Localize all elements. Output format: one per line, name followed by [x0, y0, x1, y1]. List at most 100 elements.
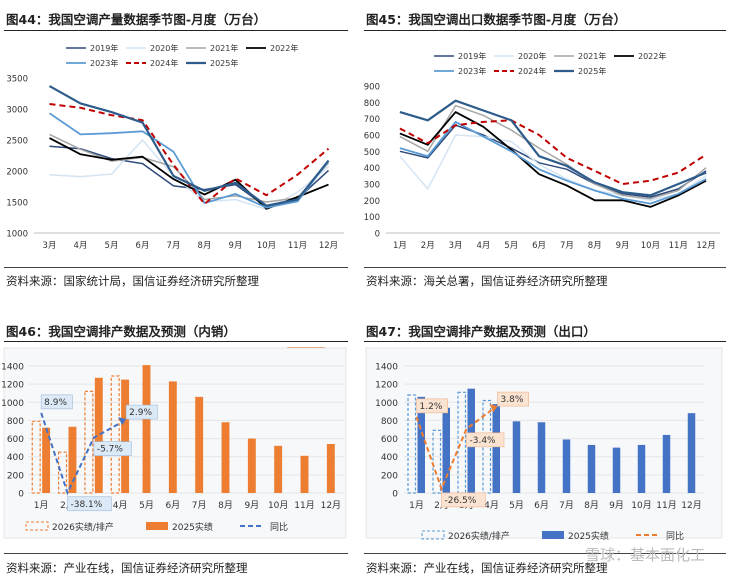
x-tick-label: 5月 — [504, 241, 518, 251]
y-tick-label: 2000 — [6, 168, 28, 178]
legend-label: 同比 — [270, 521, 288, 533]
y-tick-label: 1000 — [375, 399, 398, 409]
bar-2025-7月 — [195, 396, 204, 493]
bar-2025-9月 — [612, 447, 621, 493]
yoy-label: 2.9% — [129, 408, 152, 418]
fig47-top-rule — [364, 341, 726, 342]
bar-2025-5月 — [512, 421, 521, 493]
x-tick-label: 11月 — [669, 241, 688, 251]
yoy-label: 3.8% — [501, 395, 524, 405]
y-tick-label: 100 — [364, 213, 380, 223]
series-line-2023年 — [399, 121, 707, 205]
bar-2025-1月 — [417, 396, 425, 493]
x-tick-label: 9月 — [229, 241, 243, 251]
y-tick-label: 400 — [364, 164, 380, 174]
x-tick-label: 11月 — [656, 500, 676, 511]
y-tick-label: 800 — [364, 99, 380, 109]
yoy-label-box — [125, 404, 158, 420]
yoy-label: -3.4% — [470, 436, 497, 446]
x-tick-label: 6月 — [534, 500, 549, 511]
yoy-label-box — [416, 398, 449, 414]
legend-swatch-2025 — [146, 522, 168, 530]
yoy-label-box — [497, 391, 530, 407]
series-line-2022年 — [399, 111, 707, 208]
legend-label: 同比 — [666, 530, 684, 542]
y-tick-label: 0 — [375, 230, 380, 240]
x-tick-label: 2月 — [421, 241, 435, 251]
x-tick-label: 6月 — [136, 241, 150, 251]
x-tick-label: 6月 — [532, 241, 546, 251]
y-tick-label: 400 — [381, 453, 398, 463]
y-tick-label: 1400 — [375, 363, 398, 373]
bar-2025-3月 — [94, 377, 103, 493]
x-tick-label: 8月 — [218, 500, 233, 511]
x-tick-label: 5月 — [139, 500, 154, 511]
legend-label: 2022年 — [638, 51, 666, 61]
series-line-2025年 — [48, 85, 330, 207]
legend-swatch-2025 — [542, 531, 564, 539]
y-tick-label: 600 — [7, 435, 24, 445]
bar-2025-10月 — [637, 444, 646, 493]
bar-2025-2月 — [442, 407, 450, 493]
legend-label: 2022年 — [270, 43, 298, 53]
fig47-source: 资料来源：产业在线，国信证券经济研究所整理 — [366, 561, 608, 575]
y-tick-label: 1000 — [6, 230, 28, 240]
x-tick-label: 7月 — [560, 241, 574, 251]
y-tick-label: 0 — [18, 490, 24, 500]
bar-2025-10月 — [274, 445, 283, 493]
fig46-bottom-rule — [4, 553, 348, 554]
y-tick-label: 1200 — [1, 381, 24, 391]
fig46-title: 图46：我国空调排产数据及预测（内销） — [6, 324, 236, 339]
bar-2025-8月 — [587, 444, 596, 493]
fig44-title: 图44：我国空调产量数据季节图-月度（万台） — [6, 12, 267, 27]
bar-2026-2月 — [57, 451, 68, 494]
x-tick-label: 9月 — [616, 241, 630, 251]
legend-label: 2020年 — [150, 43, 178, 53]
y-tick-label: 3500 — [6, 75, 28, 85]
yoy-label-box — [67, 496, 112, 512]
bar-2025-8月 — [221, 422, 230, 493]
fig45-top-rule — [364, 30, 726, 31]
x-tick-label: 1月 — [34, 500, 49, 511]
yoy-line — [40, 412, 121, 496]
series-line-2021年 — [49, 133, 330, 203]
fig44-top-rule — [4, 30, 348, 31]
bar-2025-11月 — [662, 434, 671, 493]
legend-swatch-2026 — [421, 530, 445, 540]
yoy-line — [415, 409, 493, 492]
fig47-chart: 02004006008001000120014001月2月3月4月5月6月7月8… — [365, 347, 723, 542]
y-tick-label: 700 — [364, 115, 380, 125]
yoy-label-box — [441, 492, 486, 508]
legend-label: 2026实绩/排产 — [448, 530, 510, 542]
bar-2025-6月 — [537, 422, 546, 493]
legend-label: 2024年 — [518, 66, 546, 76]
yoy-label-box — [93, 441, 132, 456]
y-tick-label: 1500 — [6, 199, 28, 209]
x-tick-label: 10月 — [257, 241, 276, 251]
y-tick-label: 800 — [381, 417, 398, 427]
fig47-title: 图47：我国空调排产数据及预测（出口） — [366, 324, 596, 339]
x-tick-label: 8月 — [584, 500, 599, 511]
series-line-2023年 — [48, 112, 330, 209]
legend-label: 2023年 — [458, 66, 486, 76]
x-tick-label: 7月 — [559, 500, 574, 511]
x-tick-label: 7月 — [167, 241, 181, 251]
bar-2026-4月 — [110, 375, 120, 494]
legend-label: 2026实绩/排产 — [52, 521, 114, 533]
x-tick-label: 12月 — [681, 500, 701, 511]
x-tick-label: 10月 — [641, 241, 660, 251]
x-tick-label: 8月 — [588, 241, 602, 251]
bar-2025-2月 — [68, 426, 77, 493]
series-line-2024年 — [399, 119, 707, 185]
bar-2025-12月 — [326, 444, 335, 493]
fig46-top-rule — [4, 341, 348, 342]
yoy-label: -26.5% — [445, 496, 477, 506]
y-tick-label: 200 — [7, 471, 24, 481]
yoy-label: 8.9% — [44, 398, 67, 408]
fig46-chart: 02004006008001000120014001月2月3月4月5月6月7月8… — [1, 347, 347, 539]
x-tick-label: 11月 — [288, 241, 307, 251]
bar-2025-12月 — [687, 413, 696, 493]
series-line-2020年 — [399, 134, 707, 202]
x-tick-label: 3月 — [43, 241, 57, 251]
yoy-label: -5.7% — [97, 445, 124, 455]
